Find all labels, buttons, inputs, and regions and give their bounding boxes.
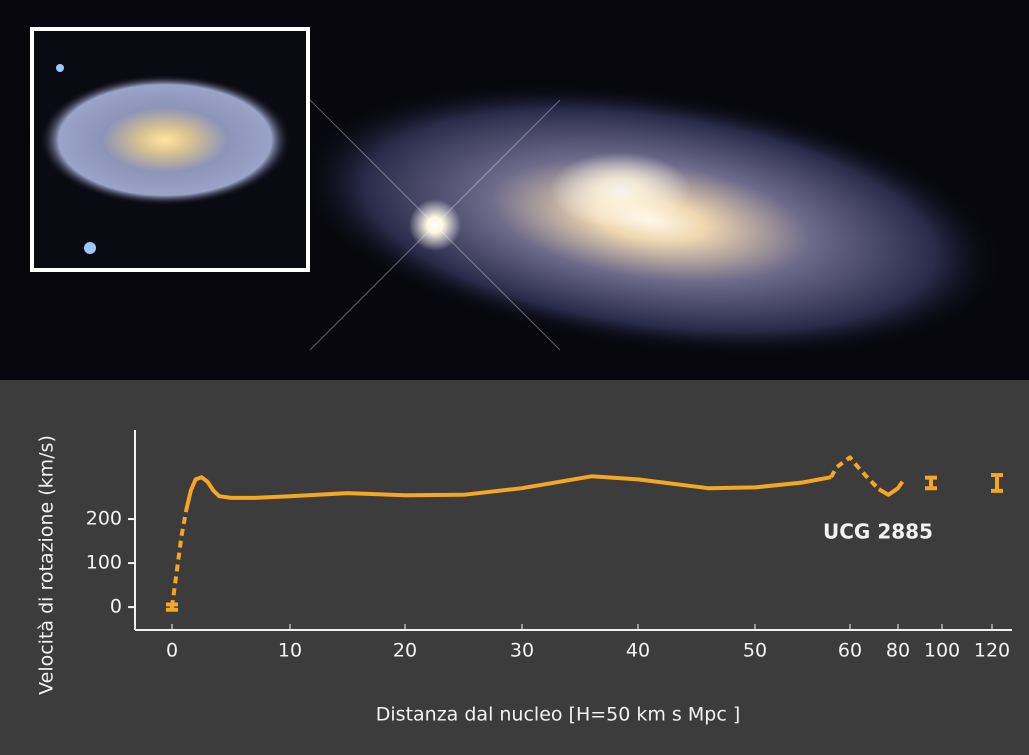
x-tick-label: 50 (743, 640, 767, 662)
annotation: UCG 2885 (823, 520, 933, 544)
x-tick-label: 30 (510, 640, 534, 662)
y-axis-label: Velocità di rotazione (km/s) (36, 435, 58, 695)
inset-star (56, 64, 64, 72)
y-tick-label: 0 (110, 596, 122, 618)
x-tick-label: 60 (838, 640, 862, 662)
x-tick-label: 100 (924, 640, 960, 662)
chart-panel (0, 380, 1029, 751)
x-tick-label: 80 (886, 640, 910, 662)
x-tick-label: 20 (393, 640, 417, 662)
y-tick-label: 100 (86, 552, 122, 574)
x-tick-label: 40 (626, 640, 650, 662)
inset-star (84, 242, 96, 254)
inset-galaxy (40, 75, 290, 205)
x-axis-label: Distanza dal nucleo [H=50 km s Mpc ] (376, 704, 740, 726)
page: Velocità di rotazione (km/s) Distanza da… (0, 0, 1029, 755)
y-tick-label: 200 (86, 508, 122, 530)
x-tick-label: 120 (974, 640, 1010, 662)
figure: Velocità di rotazione (km/s) Distanza da… (0, 0, 1029, 751)
galaxy-core (550, 152, 690, 228)
x-tick-label: 10 (278, 640, 302, 662)
x-tick-label: 0 (166, 640, 178, 662)
